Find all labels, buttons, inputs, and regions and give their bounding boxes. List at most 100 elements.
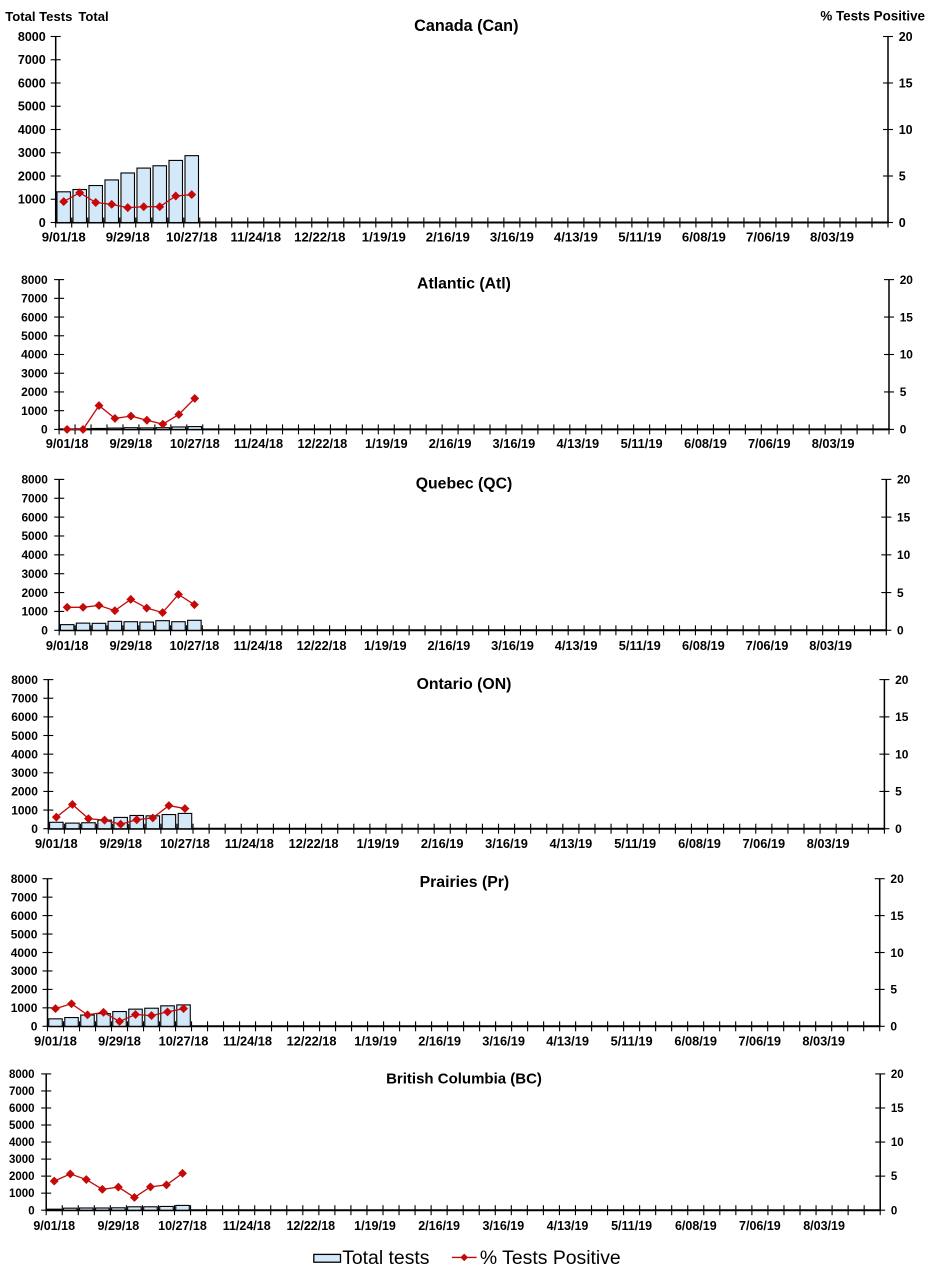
svg-text:15: 15	[899, 76, 913, 90]
svg-text:8000: 8000	[21, 273, 48, 287]
svg-text:11/24/18: 11/24/18	[233, 638, 282, 653]
svg-text:0: 0	[891, 1205, 897, 1217]
svg-text:7/06/19: 7/06/19	[742, 836, 785, 851]
svg-text:2000: 2000	[21, 586, 48, 600]
svg-text:9/29/18: 9/29/18	[99, 836, 142, 851]
svg-text:12/22/18: 12/22/18	[286, 1219, 335, 1233]
svg-text:3000: 3000	[11, 964, 38, 978]
svg-text:1000: 1000	[18, 193, 46, 207]
svg-text:20: 20	[897, 473, 911, 487]
svg-text:Atlantic (Atl): Atlantic (Atl)	[417, 275, 511, 292]
svg-text:8000: 8000	[11, 673, 38, 687]
svg-text:10/27/18: 10/27/18	[170, 436, 220, 451]
svg-text:10: 10	[900, 348, 914, 362]
svg-text:1000: 1000	[9, 1188, 35, 1200]
svg-text:10: 10	[899, 123, 913, 137]
svg-text:7000: 7000	[11, 692, 38, 706]
svg-text:12/22/18: 12/22/18	[297, 436, 347, 451]
svg-text:2000: 2000	[18, 169, 46, 183]
svg-text:12/22/18: 12/22/18	[289, 836, 339, 851]
svg-text:4/13/19: 4/13/19	[555, 638, 598, 653]
svg-text:9/29/18: 9/29/18	[110, 436, 153, 451]
svg-text:6000: 6000	[11, 710, 38, 724]
svg-text:7/06/19: 7/06/19	[748, 436, 791, 451]
svg-text:8/03/19: 8/03/19	[809, 638, 852, 653]
svg-text:2000: 2000	[11, 785, 38, 799]
svg-text:11/24/18: 11/24/18	[225, 836, 274, 851]
svg-text:2/16/19: 2/16/19	[428, 638, 471, 653]
svg-text:8000: 8000	[11, 872, 38, 886]
svg-text:15: 15	[891, 1103, 904, 1115]
svg-text:11/24/18: 11/24/18	[230, 230, 281, 245]
svg-text:2/16/19: 2/16/19	[429, 436, 472, 451]
svg-text:1000: 1000	[11, 1001, 38, 1015]
svg-text:Total Tests: Total Tests	[5, 9, 72, 24]
svg-text:Total tests: Total tests	[342, 1247, 429, 1269]
svg-text:0: 0	[900, 423, 907, 437]
svg-text:6000: 6000	[21, 510, 48, 524]
svg-text:3000: 3000	[21, 567, 48, 581]
svg-text:1000: 1000	[21, 404, 48, 418]
svg-text:7/06/19: 7/06/19	[739, 1219, 781, 1233]
svg-text:0: 0	[41, 423, 48, 437]
svg-text:11/24/18: 11/24/18	[223, 1034, 272, 1049]
svg-text:3000: 3000	[18, 146, 46, 160]
svg-text:20: 20	[899, 30, 913, 44]
svg-text:0: 0	[31, 1020, 38, 1034]
svg-text:20: 20	[900, 273, 914, 287]
svg-text:12/22/18: 12/22/18	[294, 230, 345, 245]
svg-text:15: 15	[900, 310, 914, 324]
svg-text:5000: 5000	[18, 100, 46, 114]
svg-text:4/13/19: 4/13/19	[546, 1034, 589, 1049]
svg-text:5/11/19: 5/11/19	[618, 230, 661, 245]
svg-text:3/16/19: 3/16/19	[493, 436, 536, 451]
svg-text:2/16/19: 2/16/19	[421, 836, 464, 851]
svg-text:8000: 8000	[21, 473, 48, 487]
svg-text:0: 0	[897, 624, 904, 638]
svg-text:0: 0	[31, 822, 38, 836]
svg-text:9/29/18: 9/29/18	[98, 1219, 140, 1233]
svg-text:4/13/19: 4/13/19	[547, 1219, 589, 1233]
svg-text:10/27/18: 10/27/18	[158, 1219, 207, 1233]
svg-text:Total: Total	[78, 9, 108, 24]
svg-text:15: 15	[895, 710, 909, 724]
svg-text:10/27/18: 10/27/18	[160, 836, 210, 851]
svg-text:3/16/19: 3/16/19	[485, 836, 528, 851]
svg-text:5/11/19: 5/11/19	[611, 1219, 652, 1233]
svg-text:0: 0	[890, 1020, 897, 1034]
svg-text:20: 20	[890, 872, 904, 886]
svg-text:7/06/19: 7/06/19	[746, 230, 790, 245]
svg-text:3/16/19: 3/16/19	[482, 1219, 524, 1233]
svg-text:7000: 7000	[11, 890, 38, 904]
svg-text:4000: 4000	[21, 348, 48, 362]
svg-text:Prairies (Pr): Prairies (Pr)	[420, 874, 510, 891]
svg-text:3000: 3000	[9, 1154, 35, 1166]
svg-text:0: 0	[899, 216, 906, 230]
svg-text:Ontario (ON): Ontario (ON)	[417, 676, 512, 693]
svg-text:3/16/19: 3/16/19	[490, 230, 534, 245]
svg-text:7000: 7000	[21, 292, 48, 306]
svg-text:% Tests Positive: % Tests Positive	[820, 8, 925, 23]
svg-text:10/27/18: 10/27/18	[159, 1034, 209, 1049]
svg-text:1000: 1000	[21, 605, 48, 619]
svg-text:9/01/18: 9/01/18	[34, 1034, 77, 1049]
svg-text:9/29/18: 9/29/18	[109, 638, 152, 653]
svg-text:1/19/19: 1/19/19	[354, 1034, 397, 1049]
svg-text:6000: 6000	[18, 76, 46, 90]
svg-text:3/16/19: 3/16/19	[482, 1034, 525, 1049]
svg-text:5/11/19: 5/11/19	[611, 1034, 653, 1049]
svg-text:6000: 6000	[9, 1103, 35, 1115]
svg-text:1000: 1000	[11, 803, 38, 817]
svg-text:0: 0	[895, 822, 902, 836]
svg-text:5: 5	[890, 983, 897, 997]
svg-text:2/16/19: 2/16/19	[426, 230, 470, 245]
svg-text:6/08/19: 6/08/19	[674, 1034, 717, 1049]
svg-text:8/03/19: 8/03/19	[807, 836, 850, 851]
svg-text:6/08/19: 6/08/19	[682, 230, 726, 245]
svg-text:3000: 3000	[11, 766, 38, 780]
svg-text:1/19/19: 1/19/19	[362, 230, 406, 245]
svg-text:8/03/19: 8/03/19	[803, 1219, 845, 1233]
svg-text:9/01/18: 9/01/18	[46, 638, 89, 653]
svg-text:0: 0	[28, 1205, 34, 1217]
svg-text:1/19/19: 1/19/19	[364, 638, 407, 653]
